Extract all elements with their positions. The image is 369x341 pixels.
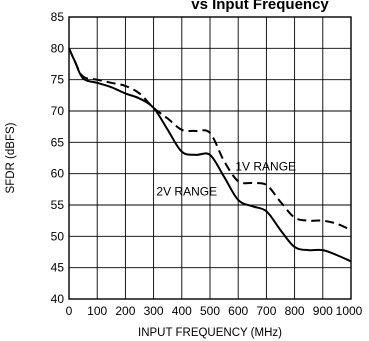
x-tick-label: 700 [256,304,276,318]
series-line-2v-range [68,47,352,263]
y-tick-label: 45 [51,261,65,275]
y-tick-label: 70 [51,104,65,118]
x-tick-label: 800 [285,304,305,318]
x-tick-label: 1000 [336,304,363,318]
x-axis-title: INPUT FREQUENCY (MHz) [138,327,282,339]
series-line-1v-range [68,47,352,231]
x-tick-label: 100 [87,304,107,318]
series-label-1v-range: 1V RANGE [235,160,296,174]
x-tick-label: 900 [313,304,333,318]
y-tick-label: 40 [51,292,65,306]
y-tick-labels: 40 45 50 55 60 65 70 75 80 85 [51,10,65,306]
y-tick-label: 60 [51,167,65,181]
x-tick-label: 0 [66,304,73,318]
y-tick-label: 80 [51,41,65,55]
y-tick-label: 55 [51,198,65,212]
x-tick-labels: 0 100 200 300 400 500 600 700 800 900 1000 [66,304,363,318]
x-tick-label: 300 [144,304,164,318]
y-tick-label: 75 [51,73,65,87]
series-lines [68,47,352,263]
y-tick-label: 65 [51,135,65,149]
x-tick-label: 600 [228,304,248,318]
grid-lines [69,17,351,299]
series-label-2v-range: 2V RANGE [156,185,217,199]
chart-title: vs Input Frequency [191,0,329,13]
y-tick-label: 85 [51,10,65,24]
y-axis-title: SFDR (dBFS) [5,122,17,193]
x-tick-label: 200 [115,304,135,318]
plot-frame [68,16,352,300]
y-tick-label: 50 [51,229,65,243]
x-tick-label: 400 [172,304,192,318]
x-tick-label: 500 [200,304,220,318]
